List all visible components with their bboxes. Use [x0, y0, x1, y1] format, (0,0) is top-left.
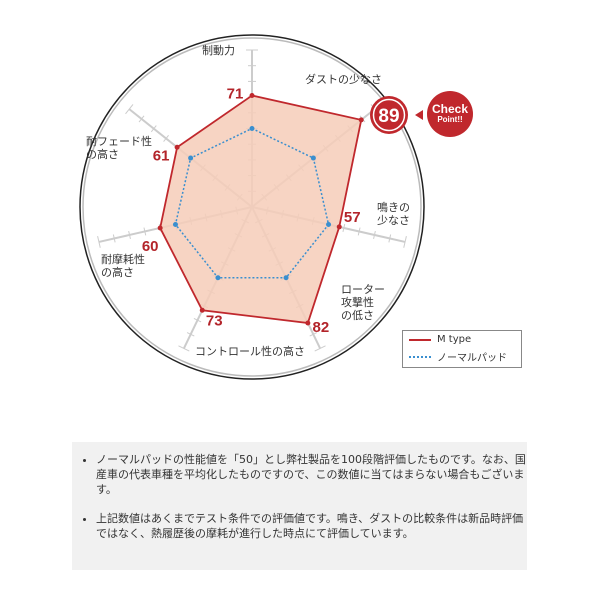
normal-point — [188, 155, 194, 161]
normal-point — [283, 275, 289, 281]
axis-tick — [143, 227, 147, 236]
check-point-text: Check Point!! — [427, 91, 473, 137]
value-label: 71 — [227, 86, 244, 103]
value-label: 89 — [378, 106, 399, 127]
normal-point — [172, 221, 178, 227]
axis-tick — [128, 230, 131, 239]
inner-ring — [82, 37, 422, 377]
mtype-point — [199, 307, 205, 313]
value-label: 57 — [344, 209, 361, 226]
value-label: 60 — [142, 238, 159, 255]
axis-tick — [112, 234, 116, 243]
axis-tick — [357, 227, 361, 236]
mtype-point — [157, 225, 163, 231]
legend-swatch — [409, 355, 431, 358]
normal-point — [326, 221, 332, 227]
value-label: 82 — [313, 319, 330, 336]
axis-label-noise: 鳴きの 少なさ — [377, 201, 410, 227]
mtype-point — [174, 144, 180, 150]
normal-point — [310, 155, 316, 161]
legend-label: ノーマルパッド — [437, 353, 507, 364]
value-label: 61 — [153, 147, 170, 164]
value-badge — [370, 96, 408, 134]
axis-tick — [403, 235, 407, 248]
radar-chart: 71 57 82 73 60 61 89 — [79, 34, 473, 380]
legend-label: M type — [437, 334, 472, 345]
legend-item-normal: ノーマルパッド — [403, 348, 521, 365]
axis-tick — [388, 234, 392, 243]
legend: M type ノーマルパッド — [402, 330, 522, 368]
axis-tick — [186, 332, 195, 337]
check-text: Check — [431, 102, 469, 116]
value-label: 73 — [206, 312, 223, 329]
axis-label-control: コントロール性の高さ — [195, 345, 305, 358]
axis-tick — [309, 332, 318, 337]
note-item: ノーマルパッドの性能値を「50」とし弊社製品を100段階評価したものです。なお、… — [96, 452, 527, 497]
value-badge-ring — [372, 98, 406, 132]
legend-swatch — [409, 338, 431, 341]
mtype-point — [358, 117, 364, 123]
outer-ring — [79, 34, 425, 380]
series-normal-line — [174, 127, 330, 279]
check-point-badge — [427, 91, 473, 137]
mtype-point — [249, 93, 255, 99]
badge-pointer — [415, 110, 423, 120]
axis-label-wear: 耐摩耗性 の高さ — [101, 253, 145, 279]
axis-tick — [314, 345, 326, 352]
axis-tick — [193, 317, 202, 323]
axis-tick — [138, 115, 145, 123]
axis-tick — [97, 235, 101, 248]
normal-point — [249, 126, 255, 131]
axis-label-dust: ダストの少なさ — [305, 73, 382, 86]
axis-tick — [373, 230, 376, 239]
axis-tick — [150, 125, 157, 133]
axis-tick — [342, 223, 346, 232]
axis-label-braking: 制動力 — [202, 44, 235, 57]
note-item: 上記数値はあくまでテスト条件での評価値です。鳴き、ダストの比較条件は新品時評価で… — [96, 511, 527, 541]
axis-tick — [163, 135, 169, 142]
axis-tick — [125, 104, 134, 115]
notes-box: ノーマルパッドの性能値を「50」とし弊社製品を100段階評価したものです。なお、… — [72, 442, 527, 570]
mtype-point — [336, 224, 342, 230]
mtype-point — [305, 320, 311, 326]
normal-point — [215, 275, 221, 281]
axis-label-fade: 耐フェード性 の高さ — [86, 135, 152, 161]
axis-tick — [178, 345, 190, 352]
legend-item-mtype: M type — [403, 331, 521, 348]
point-text: Point!! — [437, 115, 463, 124]
axis-label-rotor: ローター 攻撃性 の低さ — [341, 283, 385, 322]
series-mtype-area — [159, 94, 363, 324]
